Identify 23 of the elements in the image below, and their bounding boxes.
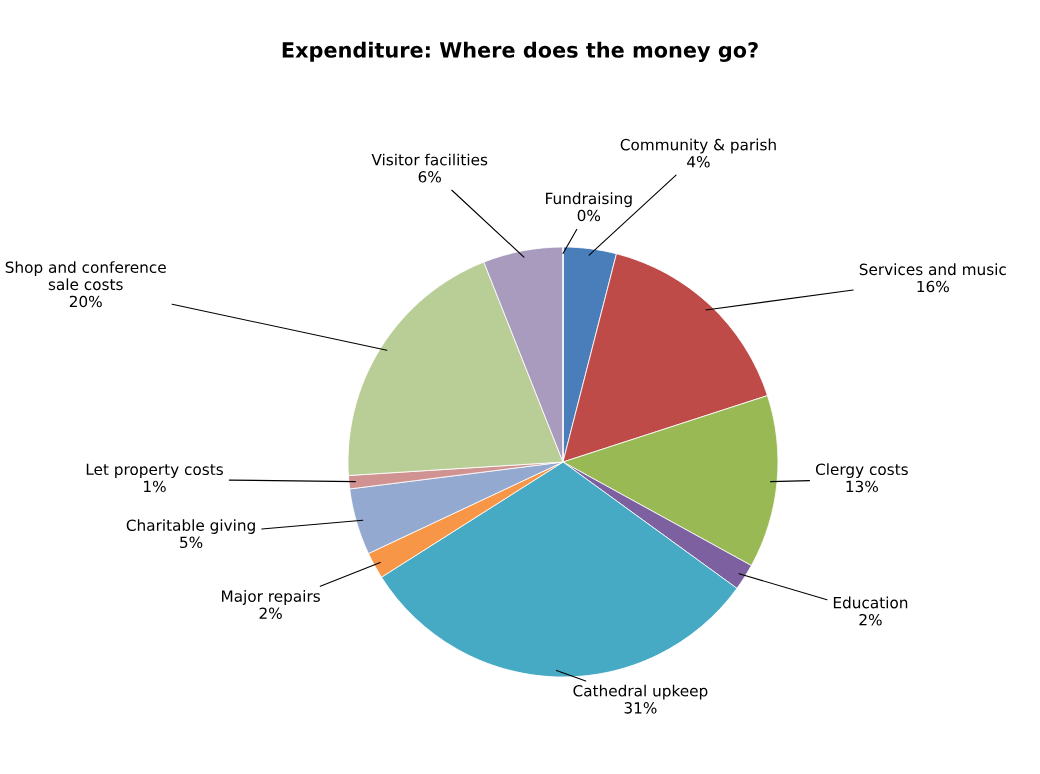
slice-label: Shop and conference sale costs bbox=[5, 261, 166, 291]
data-label: 1% bbox=[144, 480, 166, 493]
slice-label: Community & parish bbox=[620, 138, 776, 154]
data-label: 16% bbox=[917, 280, 949, 293]
text: 0% bbox=[577, 209, 601, 222]
data-label: 20% bbox=[69, 295, 102, 308]
data-label: 31% bbox=[624, 702, 657, 714]
category-label: Fundraising bbox=[546, 192, 632, 208]
data-label: 13% bbox=[846, 480, 878, 493]
chart-title: Expenditure: Where does the money go? bbox=[282, 41, 758, 63]
slice-label: Major repairs bbox=[222, 590, 320, 605]
slice-label: Clergy costs bbox=[815, 463, 908, 479]
data-label: 5% bbox=[180, 536, 203, 549]
data-label: 2% bbox=[259, 607, 282, 620]
data-label: 2% bbox=[859, 613, 882, 626]
data-label: 6% bbox=[418, 171, 441, 183]
slice-label: Services and music bbox=[859, 263, 1006, 276]
slice-label: Charitable giving bbox=[126, 519, 255, 534]
slice-label: Cathedral upkeep bbox=[573, 684, 708, 700]
slice-label: Visitor facilities bbox=[371, 153, 488, 166]
slice-label: Let property costs bbox=[86, 463, 223, 479]
slice-label: Education bbox=[833, 596, 908, 609]
data-label: 4% bbox=[687, 155, 710, 168]
